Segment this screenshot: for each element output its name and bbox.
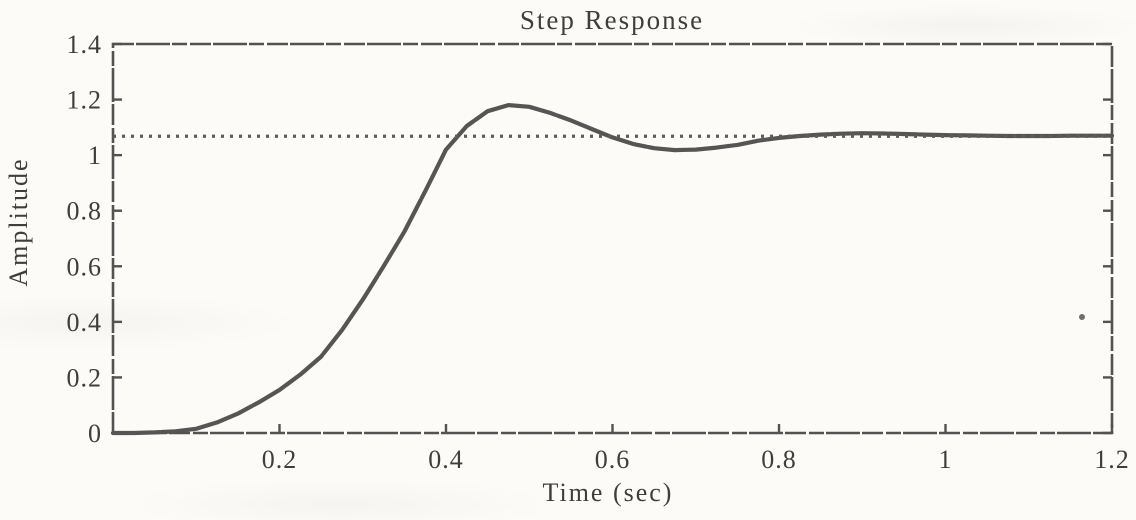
x-tick-label: 0.2 <box>262 445 298 474</box>
x-tick-label: 1 <box>939 445 953 474</box>
x-tick-label: 1.2 <box>1094 445 1130 474</box>
plot-border <box>111 42 1114 435</box>
y-tick-label: 1 <box>88 141 102 170</box>
y-tick-label: 1.4 <box>67 30 103 59</box>
y-tick-label: 0.8 <box>67 197 103 226</box>
x-axis-label: Time (sec) <box>543 478 674 507</box>
x-tick-label: 0.4 <box>428 445 464 474</box>
scan-speck <box>1079 314 1085 320</box>
y-tick-label: 0.2 <box>67 363 103 392</box>
y-tick-label: 1.2 <box>67 86 103 115</box>
y-tick-label: 0 <box>88 419 102 448</box>
step-response-curve <box>110 103 1115 436</box>
x-tick-label: 0.6 <box>595 445 631 474</box>
y-tick-label: 0.4 <box>67 308 103 337</box>
plot-layer: 0 0.2 0.4 0.6 0.8 1 1.2 1.4 0.2 0.4 0.6 0.8 1 1.2 <box>67 30 1130 474</box>
chart-title: Step Response <box>520 5 704 35</box>
x-tick-label: 0.8 <box>761 445 797 474</box>
y-tick-label: 0.6 <box>67 252 103 281</box>
y-axis-label: Amplitude <box>4 157 33 286</box>
